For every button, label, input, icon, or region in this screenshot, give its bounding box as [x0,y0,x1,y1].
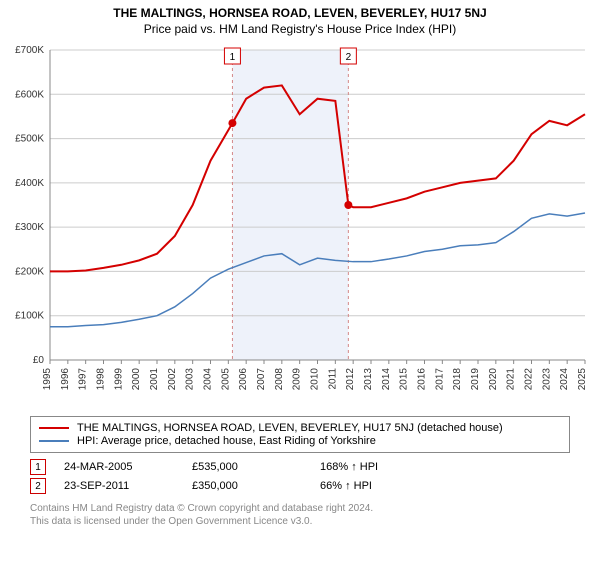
chart-title: THE MALTINGS, HORNSEA ROAD, LEVEN, BEVER… [0,6,600,20]
svg-text:2023: 2023 [541,368,552,391]
svg-text:2001: 2001 [149,368,160,391]
svg-text:£600K: £600K [15,89,44,100]
svg-text:2002: 2002 [167,368,178,391]
svg-text:2007: 2007 [256,368,267,391]
svg-text:£500K: £500K [15,134,44,145]
svg-text:2012: 2012 [345,368,356,391]
svg-text:£0: £0 [33,355,45,366]
annotation-price-2: £350,000 [192,480,302,492]
svg-text:2022: 2022 [524,368,535,391]
svg-text:2019: 2019 [470,368,481,391]
svg-text:2021: 2021 [506,368,517,391]
svg-text:1999: 1999 [113,368,124,391]
annotation-row-1: 1 24-MAR-2005 £535,000 168% ↑ HPI [30,459,570,475]
chart-subtitle: Price paid vs. HM Land Registry's House … [0,22,600,36]
annotation-pct-2: 66% ↑ HPI [320,480,430,492]
chart-area: £0 £100K £200K £300K £400K £500K £600K £700K 199… [0,40,600,410]
footer: Contains HM Land Registry data © Crown c… [30,502,570,528]
legend: THE MALTINGS, HORNSEA ROAD, LEVEN, BEVER… [30,416,570,453]
annotation-pct-1: 168% ↑ HPI [320,461,430,473]
svg-text:2004: 2004 [203,368,214,391]
svg-text:2009: 2009 [292,368,303,391]
svg-text:£300K: £300K [15,222,44,233]
svg-text:2003: 2003 [185,368,196,391]
annotation-row-2: 2 23-SEP-2011 £350,000 66% ↑ HPI [30,478,570,494]
svg-text:2005: 2005 [220,368,231,391]
svg-text:2011: 2011 [327,368,338,390]
legend-label-property: THE MALTINGS, HORNSEA ROAD, LEVEN, BEVER… [77,422,503,434]
svg-text:£700K: £700K [15,45,44,56]
svg-text:2020: 2020 [488,368,499,391]
legend-row-hpi: HPI: Average price, detached house, East… [39,435,561,447]
footer-line-1: Contains HM Land Registry data © Crown c… [30,502,570,515]
svg-text:2015: 2015 [399,368,410,391]
svg-text:1997: 1997 [78,368,89,391]
svg-text:1998: 1998 [96,368,107,391]
svg-text:2016: 2016 [417,368,428,391]
svg-text:2013: 2013 [363,368,374,391]
price-chart: £0 £100K £200K £300K £400K £500K £600K £700K 199… [0,40,600,410]
svg-text:2024: 2024 [559,368,570,391]
legend-label-hpi: HPI: Average price, detached house, East… [77,435,376,447]
svg-text:1995: 1995 [42,368,53,391]
svg-text:2: 2 [346,52,352,63]
svg-text:2018: 2018 [452,368,463,391]
svg-text:2017: 2017 [434,368,445,391]
svg-text:2014: 2014 [381,368,392,391]
annotation-marker-1: 1 [30,459,46,475]
legend-row-property: THE MALTINGS, HORNSEA ROAD, LEVEN, BEVER… [39,422,561,434]
svg-text:2025: 2025 [577,368,588,391]
svg-text:1: 1 [230,52,236,63]
svg-text:2000: 2000 [131,368,142,391]
legend-swatch-hpi [39,440,69,442]
legend-swatch-property [39,427,69,429]
svg-text:£100K: £100K [15,311,44,322]
svg-text:2008: 2008 [274,368,285,391]
svg-text:2006: 2006 [238,368,249,391]
annotation-date-2: 23-SEP-2011 [64,480,174,492]
svg-text:1996: 1996 [60,368,71,391]
annotation-marker-2: 2 [30,478,46,494]
svg-text:2010: 2010 [310,368,321,391]
annotation-price-1: £535,000 [192,461,302,473]
svg-text:£400K: £400K [15,178,44,189]
footer-line-2: This data is licensed under the Open Gov… [30,515,570,528]
annotations-table: 1 24-MAR-2005 £535,000 168% ↑ HPI 2 23-S… [30,459,570,494]
svg-text:£200K: £200K [15,266,44,277]
annotation-date-1: 24-MAR-2005 [64,461,174,473]
